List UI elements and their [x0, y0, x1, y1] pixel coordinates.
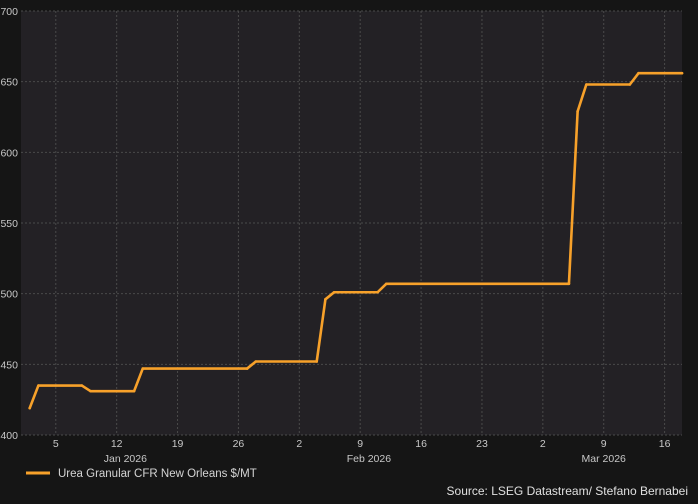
y-tick-label: 400 — [0, 430, 18, 442]
x-tick-label: 9 — [601, 438, 607, 450]
x-tick-label: 16 — [659, 438, 671, 450]
data-point — [384, 282, 388, 286]
y-tick-label: 700 — [0, 6, 18, 18]
data-point — [585, 83, 588, 86]
y-tick-label: 600 — [0, 147, 18, 159]
x-tick-label: 19 — [172, 438, 184, 450]
y-tick-label: 450 — [0, 359, 18, 371]
x-axis-tick-labels: 5 12 19 26 2 9 16 23 2 9 16 — [53, 438, 671, 450]
data-point — [567, 282, 571, 286]
data-point — [628, 83, 632, 86]
source-note: Source: LSEG Datastream/ Stefano Bernabe… — [447, 484, 688, 498]
x-axis-month-labels: Jan 2026 Feb 2026 Mar 2026 — [104, 453, 626, 465]
y-tick-label: 550 — [0, 218, 18, 230]
x-tick-label: 16 — [415, 438, 427, 450]
data-point — [80, 384, 84, 387]
x-month-label: Mar 2026 — [582, 453, 627, 465]
x-tick-label: 2 — [296, 438, 302, 450]
data-point — [89, 389, 92, 393]
series-group — [28, 71, 684, 410]
data-point — [637, 71, 640, 75]
data-point — [245, 367, 249, 370]
data-point — [28, 406, 31, 410]
x-tick-label: 12 — [111, 438, 123, 450]
y-axis-tick-labels: 400 450 500 550 600 650 700 — [0, 6, 18, 442]
data-point — [332, 290, 336, 294]
data-point — [141, 367, 145, 370]
legend-label: Urea Granular CFR New Orleans $/MT — [58, 468, 257, 480]
data-point — [376, 290, 379, 294]
x-month-label: Jan 2026 — [104, 453, 147, 465]
data-point — [37, 384, 40, 387]
x-tick-label: 5 — [53, 438, 59, 450]
x-tick-label: 2 — [540, 438, 546, 450]
x-tick-label: 9 — [357, 438, 363, 450]
data-point — [132, 389, 136, 393]
x-tick-label: 26 — [233, 438, 245, 450]
data-point — [315, 360, 319, 363]
y-tick-label: 650 — [0, 77, 18, 89]
legend: Urea Granular CFR New Orleans $/MT — [26, 468, 257, 480]
data-point — [680, 71, 684, 75]
data-point — [254, 360, 258, 363]
data-point — [324, 298, 327, 301]
x-tick-label: 23 — [476, 438, 488, 450]
x-month-label: Feb 2026 — [347, 453, 392, 465]
data-point — [576, 110, 579, 113]
y-tick-label: 500 — [0, 289, 18, 301]
